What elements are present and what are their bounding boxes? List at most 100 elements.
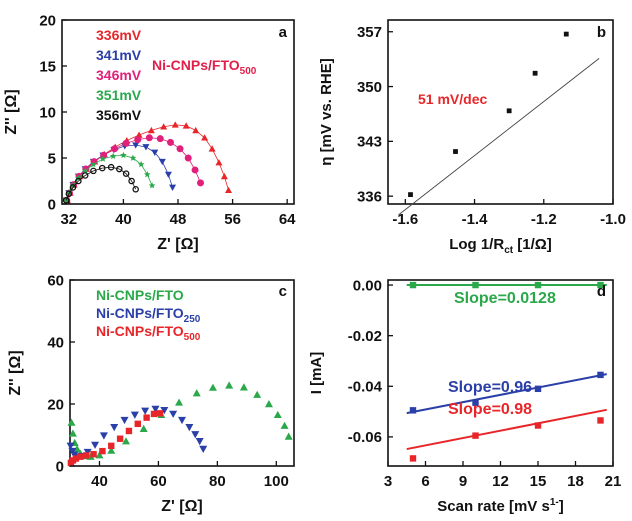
data-point bbox=[69, 184, 77, 191]
data-point bbox=[72, 455, 80, 462]
series-line bbox=[102, 166, 112, 169]
data-point bbox=[98, 164, 106, 172]
y-tick-label: 0 bbox=[48, 196, 56, 213]
legend-label: Ni-CNPs/FTO500 bbox=[96, 323, 201, 343]
data-point bbox=[534, 385, 542, 393]
series-line bbox=[125, 173, 132, 182]
x-axis-label: Z' [Ω] bbox=[161, 498, 203, 515]
data-point bbox=[142, 144, 150, 151]
panel-label: c bbox=[279, 283, 287, 300]
data-point bbox=[99, 155, 107, 162]
legend-label-subscript: 250 bbox=[184, 314, 201, 325]
legend-label-subscript: 500 bbox=[184, 332, 201, 343]
y-tick-label: 0.00 bbox=[353, 277, 382, 294]
data-point bbox=[95, 451, 104, 459]
legend-label: 341mV bbox=[96, 47, 142, 63]
fit-line bbox=[398, 58, 600, 216]
data-point bbox=[83, 452, 90, 459]
data-point bbox=[141, 407, 150, 415]
data-point bbox=[116, 435, 124, 442]
annotation: 51 mV/dec bbox=[418, 91, 487, 107]
data-point bbox=[151, 149, 159, 156]
data-point bbox=[120, 416, 129, 425]
x-axis-label: Scan rate [mV s1-] bbox=[437, 497, 563, 515]
data-point bbox=[129, 154, 137, 161]
data-point bbox=[169, 410, 178, 418]
legend-label: 356mV bbox=[96, 107, 142, 123]
y-axis-label: Z'' [Ω] bbox=[7, 350, 24, 395]
data-point bbox=[130, 411, 139, 419]
data-point bbox=[120, 151, 127, 159]
data-point bbox=[132, 186, 139, 193]
y-tick-label: 0 bbox=[56, 458, 64, 475]
data-point bbox=[280, 421, 289, 429]
data-point bbox=[143, 414, 150, 421]
data-point bbox=[151, 405, 160, 413]
data-point bbox=[264, 400, 273, 408]
series-line bbox=[93, 167, 103, 172]
data-point bbox=[208, 145, 216, 152]
x-axis-label-tail: ] bbox=[559, 498, 564, 515]
slope-label: Slope=0.96 bbox=[448, 379, 532, 396]
x-tick-label: 40 bbox=[115, 211, 132, 228]
data-point bbox=[597, 371, 604, 379]
y-tick-label: 350 bbox=[357, 79, 382, 96]
x-tick-label: 15 bbox=[530, 473, 547, 490]
series-336mV bbox=[63, 121, 232, 204]
data-point bbox=[108, 442, 115, 450]
data-point bbox=[147, 126, 155, 134]
data-point bbox=[73, 444, 82, 453]
series-line bbox=[111, 166, 120, 170]
data-point bbox=[143, 171, 151, 178]
legend-label: Ni-CNPs/FTO250 bbox=[96, 305, 201, 325]
plot-frame-b bbox=[387, 19, 614, 205]
data-point bbox=[408, 192, 413, 198]
data-point bbox=[122, 139, 130, 147]
data-point bbox=[597, 281, 604, 289]
data-point bbox=[160, 407, 169, 415]
data-point bbox=[185, 424, 194, 432]
data-point bbox=[160, 123, 168, 130]
series-2 bbox=[406, 408, 607, 462]
data-point bbox=[506, 108, 512, 114]
data-point bbox=[472, 399, 479, 406]
panel-label: a bbox=[279, 24, 288, 41]
data-point bbox=[134, 136, 142, 144]
data-point bbox=[67, 418, 76, 426]
panel-d: Slope=0.0128 Slope=0.96 Slope=0.98 d 3 6 9 12 15… bbox=[308, 277, 621, 515]
series-line bbox=[78, 175, 86, 182]
legend-label: 346mV bbox=[96, 67, 142, 83]
data-point bbox=[597, 417, 604, 424]
data-point bbox=[171, 121, 179, 128]
data-point bbox=[65, 190, 73, 198]
data-point bbox=[178, 416, 186, 425]
series-line bbox=[85, 170, 94, 176]
y-tick-label: 20 bbox=[39, 12, 56, 29]
data-point bbox=[215, 159, 223, 166]
data-point bbox=[191, 166, 199, 174]
x-axis-label-superscript: 1- bbox=[550, 497, 559, 508]
y-axis-label: I [mA] bbox=[308, 352, 325, 395]
data-point bbox=[134, 420, 141, 428]
data-point bbox=[166, 138, 174, 146]
series-356mV bbox=[62, 163, 139, 204]
fit-line bbox=[406, 373, 607, 415]
data-point bbox=[192, 126, 200, 134]
y-axis-label: η [mV vs. RHE] bbox=[318, 58, 335, 166]
x-tick-label: 18 bbox=[567, 473, 584, 490]
annotation: Ni-CNPs/FTO500 bbox=[152, 57, 257, 77]
data-point bbox=[122, 437, 130, 445]
y-tick-label: -0.04 bbox=[348, 379, 383, 396]
x-tick-label: 21 bbox=[605, 473, 622, 490]
y-tick-label: -0.06 bbox=[348, 429, 382, 446]
data-point bbox=[109, 152, 117, 159]
series-line bbox=[72, 180, 79, 188]
y-tick-label: 15 bbox=[39, 58, 56, 75]
series-1 bbox=[406, 371, 607, 415]
data-point bbox=[164, 171, 172, 179]
x-tick-label: 12 bbox=[492, 473, 509, 490]
data-point bbox=[534, 422, 542, 429]
series-line bbox=[68, 187, 74, 195]
